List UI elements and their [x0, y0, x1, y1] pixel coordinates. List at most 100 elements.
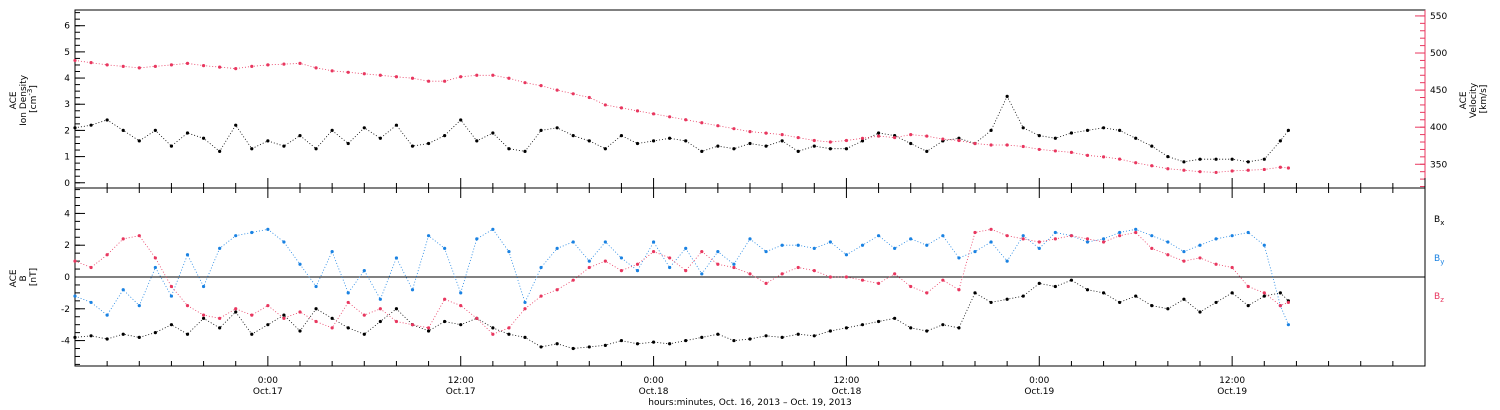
- velocity-tick-label: 450: [1430, 86, 1447, 96]
- bz-point: [298, 310, 302, 314]
- bx-point: [587, 345, 591, 349]
- density-point: [234, 123, 238, 127]
- by-point: [250, 230, 254, 235]
- bx-point: [218, 326, 222, 330]
- velocity-axis-title: ACE Velocity [km/s]: [1459, 80, 1489, 118]
- bz-point: [941, 278, 945, 282]
- bz-point: [330, 326, 334, 330]
- bx-point: [860, 323, 865, 327]
- density-point: [828, 147, 832, 151]
- bx-point: [330, 316, 334, 320]
- bx-point: [844, 326, 849, 330]
- velocity-tick-label: 500: [1430, 49, 1447, 59]
- by-point: [153, 265, 157, 270]
- bx-point: [812, 334, 816, 338]
- time-tick-label: 12:00: [833, 376, 859, 386]
- by-point: [330, 249, 334, 254]
- density-point: [137, 139, 141, 143]
- bx-point: [619, 338, 624, 343]
- bx-point: [234, 310, 238, 314]
- by-point: [1118, 230, 1122, 235]
- time-tick-label: 12:00: [448, 376, 474, 386]
- density-point: [587, 139, 591, 143]
- velocity-point: [169, 63, 174, 67]
- velocity-point: [185, 61, 190, 65]
- b-tick-label: 2: [64, 241, 70, 251]
- bx-point: [169, 323, 174, 327]
- bz-point: [1214, 262, 1218, 266]
- bz-point: [973, 230, 977, 235]
- velocity-point: [153, 64, 157, 68]
- bx-point: [989, 300, 993, 305]
- density-point: [1214, 157, 1218, 161]
- velocity-point: [523, 81, 527, 85]
- velocity-point: [684, 118, 688, 122]
- bz-point: [860, 278, 865, 282]
- bx-point: [346, 326, 350, 330]
- velocity-point: [1005, 143, 1009, 147]
- density-point: [732, 147, 736, 151]
- date-tick-label: Oct.17: [446, 387, 476, 397]
- velocity-point: [796, 135, 800, 140]
- bz-point: [394, 319, 399, 324]
- bx-point: [1134, 294, 1138, 298]
- by-point: [1053, 230, 1057, 235]
- density-point: [1286, 128, 1290, 133]
- by-point: [394, 256, 399, 260]
- bx-point: [89, 334, 93, 338]
- bx-point: [828, 329, 832, 333]
- by-point: [362, 269, 366, 273]
- density-point: [121, 128, 125, 133]
- by-point: [1198, 243, 1202, 247]
- bz-point: [475, 316, 479, 320]
- bz-point: [635, 262, 640, 266]
- by-point: [957, 256, 961, 260]
- velocity-point: [394, 75, 399, 79]
- velocity-point: [1230, 169, 1234, 173]
- legend-bz: Bz: [1434, 292, 1444, 304]
- density-tick-label: 5: [64, 48, 70, 58]
- velocity-point: [218, 65, 222, 69]
- bz-point: [1101, 240, 1106, 244]
- density-point: [764, 144, 768, 148]
- bx-point: [426, 329, 431, 333]
- density-tick-label: 3: [64, 100, 70, 110]
- by-point: [764, 249, 768, 254]
- time-axis: 0:00Oct.1712:00Oct.170:00Oct.1812:00Oct.…: [74, 178, 1426, 397]
- bz-point: [812, 269, 816, 273]
- velocity-point: [925, 134, 929, 138]
- velocity-point: [909, 133, 913, 137]
- bz-point: [1278, 304, 1282, 308]
- velocity-point: [507, 76, 511, 80]
- bz-point: [876, 281, 881, 285]
- density-point: [876, 131, 881, 135]
- velocity-point: [266, 63, 270, 67]
- bz-point: [716, 262, 720, 266]
- velocity-point: [571, 92, 575, 96]
- by-point: [1246, 230, 1250, 235]
- density-tick-label: 6: [64, 22, 70, 32]
- by-point: [169, 294, 174, 298]
- bx-point: [266, 323, 270, 327]
- bx-point: [957, 326, 961, 330]
- b-tick-label: 0: [64, 273, 70, 283]
- bx-point: [716, 332, 720, 336]
- velocity-point: [346, 70, 350, 74]
- velocity-point: [957, 138, 961, 143]
- bz-point: [668, 256, 672, 260]
- velocity-point: [1037, 147, 1041, 152]
- density-trace: [74, 95, 1289, 163]
- by-trace: [74, 228, 1289, 325]
- velocity-point: [137, 66, 141, 70]
- date-tick-label: Oct.18: [831, 387, 861, 397]
- density-point: [298, 134, 302, 138]
- velocity-axis: 350 400 450 500 550: [1415, 10, 1447, 188]
- bx-point: [780, 335, 784, 339]
- by-point: [925, 243, 929, 247]
- density-point: [635, 141, 640, 146]
- velocity-point: [314, 66, 318, 70]
- by-point: [491, 227, 495, 231]
- bz-point: [844, 275, 849, 279]
- by-point: [378, 297, 382, 301]
- velocity-point: [732, 127, 736, 131]
